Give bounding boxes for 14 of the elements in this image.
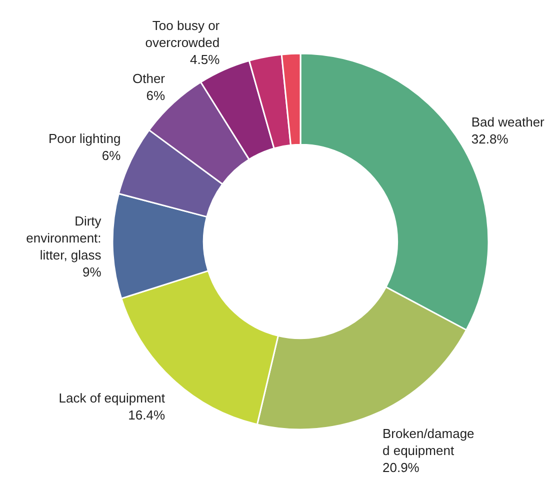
data-label: 16.4% bbox=[128, 407, 166, 422]
slice-label: Dirty environment: litter, glass bbox=[26, 214, 102, 263]
data-label: 32.8% bbox=[471, 131, 509, 146]
data-label: 4.5% bbox=[190, 52, 220, 67]
slice-label: Too busy or overcrowded bbox=[145, 18, 220, 50]
slice-label: Lack of equipment bbox=[58, 390, 166, 406]
data-label: 6% bbox=[102, 148, 122, 164]
slice-label: Other bbox=[132, 70, 166, 86]
data-label: 20.9% bbox=[382, 460, 420, 475]
slice-label: Poor lighting bbox=[48, 131, 121, 146]
slice-label: Bad weather bbox=[471, 114, 546, 130]
slice-label: Broken/damage d equipment bbox=[382, 426, 474, 458]
data-label: 6% bbox=[146, 88, 166, 103]
data-label: 9% bbox=[82, 264, 102, 280]
